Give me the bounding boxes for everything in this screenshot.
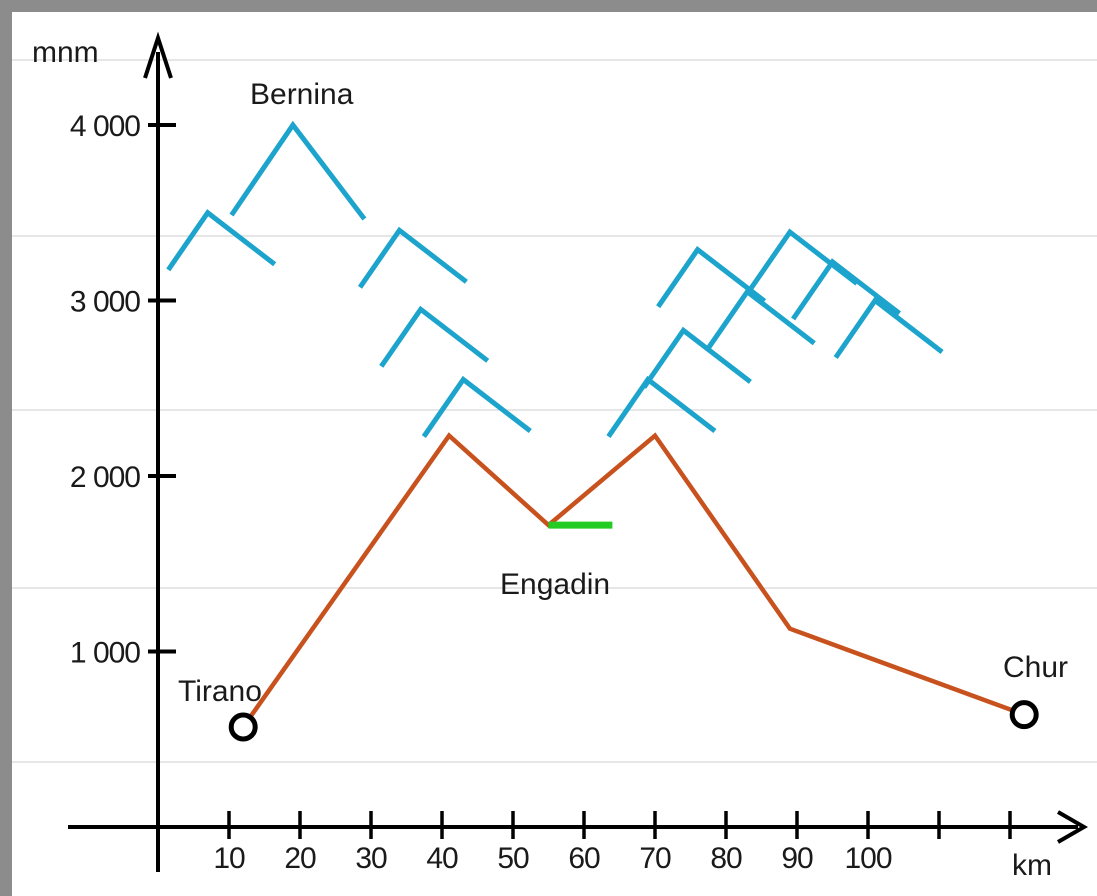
mountain-7 xyxy=(656,246,767,309)
x-tick-label-80: 80 xyxy=(710,842,742,875)
mountain-11 xyxy=(833,296,944,359)
mountain-4 xyxy=(421,375,532,438)
x-tick-label-60: 60 xyxy=(568,842,600,875)
x-tick-label-100: 100 xyxy=(844,842,891,875)
x-tick-label-30: 30 xyxy=(355,842,387,875)
x-tick-label-90: 90 xyxy=(781,842,813,875)
mountain-3 xyxy=(379,305,490,368)
annotations: mnm km Bernina Engadin Tirano Chur xyxy=(32,36,1068,882)
axes xyxy=(68,31,1089,872)
label-engadin: Engadin xyxy=(500,568,610,601)
elevation-line xyxy=(241,432,1025,729)
y-tick-label-2000: 2 000 xyxy=(70,461,140,494)
y-ticks: 1 000 2 000 3 000 4 000 xyxy=(70,110,176,670)
x-tick-label-20: 20 xyxy=(284,842,316,875)
mountain-8 xyxy=(705,288,816,351)
mountain-1 xyxy=(229,120,367,221)
mountain-6 xyxy=(641,326,752,389)
x-tick-label-70: 70 xyxy=(639,842,671,875)
y-unit-label: mnm xyxy=(32,36,99,69)
x-unit-label: km xyxy=(1012,849,1052,882)
y-tick-label-1000: 1 000 xyxy=(70,637,140,670)
mountain-10 xyxy=(791,258,902,321)
y-tick-label-3000: 3 000 xyxy=(70,286,140,319)
label-chur: Chur xyxy=(1003,651,1068,684)
x-tick-label-50: 50 xyxy=(497,842,529,875)
marker-tirano xyxy=(228,712,258,742)
y-tick-label-4000: 4 000 xyxy=(70,110,140,143)
mountain-symbols xyxy=(166,120,944,438)
x-axis-arrow xyxy=(1057,810,1089,844)
y-axis-arrow xyxy=(143,31,173,79)
marker-chur xyxy=(1009,700,1039,730)
label-bernina: Bernina xyxy=(250,78,354,111)
mountain-0 xyxy=(166,209,277,272)
series xyxy=(228,432,1039,742)
x-tick-label-10: 10 xyxy=(213,842,245,875)
x-tick-label-40: 40 xyxy=(426,842,458,875)
x-ticks: 10 20 30 40 50 60 70 80 90 100 xyxy=(213,811,1012,875)
label-tirano: Tirano xyxy=(178,675,262,708)
plot-background xyxy=(12,12,1097,896)
mountain-2 xyxy=(357,226,468,289)
